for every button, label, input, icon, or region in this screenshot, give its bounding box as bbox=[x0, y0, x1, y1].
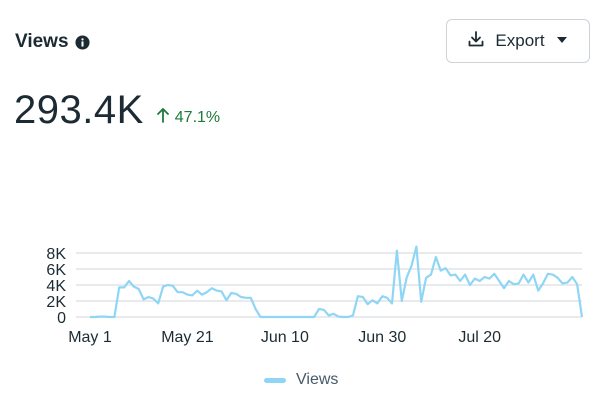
x-tick-label: Jun 10 bbox=[261, 329, 309, 346]
y-tick-label: 4K bbox=[46, 278, 66, 295]
y-tick-label: 8K bbox=[46, 246, 66, 263]
x-tick-label: May 1 bbox=[68, 329, 112, 346]
change-indicator: 47.1% bbox=[156, 107, 220, 128]
y-tick-label: 0 bbox=[57, 310, 66, 327]
x-tick-label: May 21 bbox=[161, 329, 214, 346]
chart-legend: Views bbox=[264, 371, 338, 389]
metric-row: 293.4K 47.1% bbox=[14, 88, 220, 133]
arrow-up-icon bbox=[156, 107, 170, 128]
legend-label-views: Views bbox=[296, 371, 339, 388]
card-title: Views bbox=[15, 31, 69, 52]
y-tick-label: 2K bbox=[46, 294, 66, 311]
legend-swatch bbox=[264, 377, 286, 383]
change-percent: 47.1% bbox=[174, 108, 221, 126]
y-tick-label: 6K bbox=[46, 262, 66, 279]
title-row: Views bbox=[15, 30, 90, 54]
x-tick-label: Jul 20 bbox=[458, 329, 501, 346]
info-circle-icon[interactable] bbox=[75, 34, 90, 50]
caret-down-icon bbox=[555, 32, 569, 50]
metric-value: 293.4K bbox=[14, 88, 144, 132]
x-tick-label: Jun 30 bbox=[358, 329, 406, 346]
export-button-label: Export bbox=[495, 31, 545, 50]
series-line-views[interactable] bbox=[90, 245, 584, 319]
download-icon bbox=[467, 30, 485, 53]
export-button[interactable]: Export bbox=[446, 19, 590, 63]
